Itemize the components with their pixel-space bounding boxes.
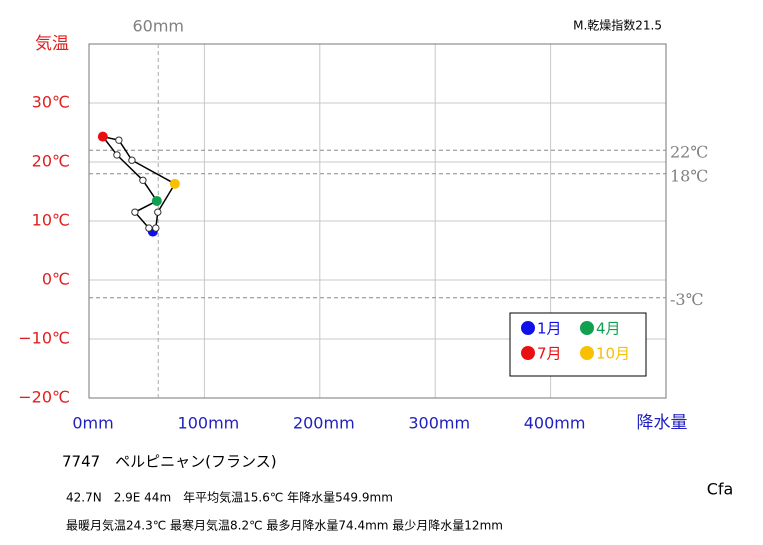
y-axis-label: 気温 xyxy=(35,34,69,54)
legend-marker xyxy=(521,346,535,360)
reference-label: 22℃ xyxy=(670,143,708,162)
y-tick-label: 20℃ xyxy=(32,152,70,171)
month-point xyxy=(152,224,160,232)
y-tick-label: −20℃ xyxy=(18,388,70,407)
legend-marker xyxy=(580,321,594,335)
station: 7747 ペルピニャン(フランス) xyxy=(62,453,277,471)
month-point xyxy=(115,136,123,144)
legend-label: 7月 xyxy=(537,345,562,363)
x-tick-label: 200mm xyxy=(293,414,355,433)
legend-label: 10月 xyxy=(596,345,630,363)
info-line: 42.7N 2.9E 44m 年平均気温15.6℃ 年降水量549.9mm xyxy=(66,490,393,505)
x-tick-label: 100mm xyxy=(178,414,240,433)
month-point xyxy=(128,156,136,164)
x-tick-label: 300mm xyxy=(408,414,470,433)
month-point xyxy=(145,224,153,232)
y-tick-label: −10℃ xyxy=(18,329,70,348)
month-point xyxy=(97,131,108,142)
month-point xyxy=(131,208,139,216)
x-tick-label: 0mm xyxy=(72,414,113,433)
y-tick-label: 0℃ xyxy=(42,270,70,289)
month-point xyxy=(169,178,180,189)
info-line: 最暖月気温24.3℃ 最寒月気温8.2℃ 最多月降水量74.4mm 最少月降水量… xyxy=(66,518,503,533)
x-axis-label: 降水量 xyxy=(637,413,688,433)
climate-class: Cfa xyxy=(707,480,734,499)
x-tick-label: 400mm xyxy=(524,414,586,433)
plot-frame xyxy=(88,43,667,399)
month-point xyxy=(113,151,121,159)
legend-marker xyxy=(521,321,535,335)
y-tick-label: 30℃ xyxy=(32,93,70,112)
index-note: M.乾燥指数21.5 xyxy=(573,18,662,33)
legend-label: 1月 xyxy=(537,320,562,338)
reference-label: 18℃ xyxy=(670,166,708,185)
y-tick-label: 10℃ xyxy=(32,211,70,230)
reference-label: -3℃ xyxy=(670,290,703,309)
month-point xyxy=(139,176,147,184)
legend-marker xyxy=(580,346,594,360)
reference-label: 60mm xyxy=(132,17,184,36)
month-point xyxy=(154,208,162,216)
month-point xyxy=(151,195,162,206)
legend-label: 4月 xyxy=(596,320,621,338)
